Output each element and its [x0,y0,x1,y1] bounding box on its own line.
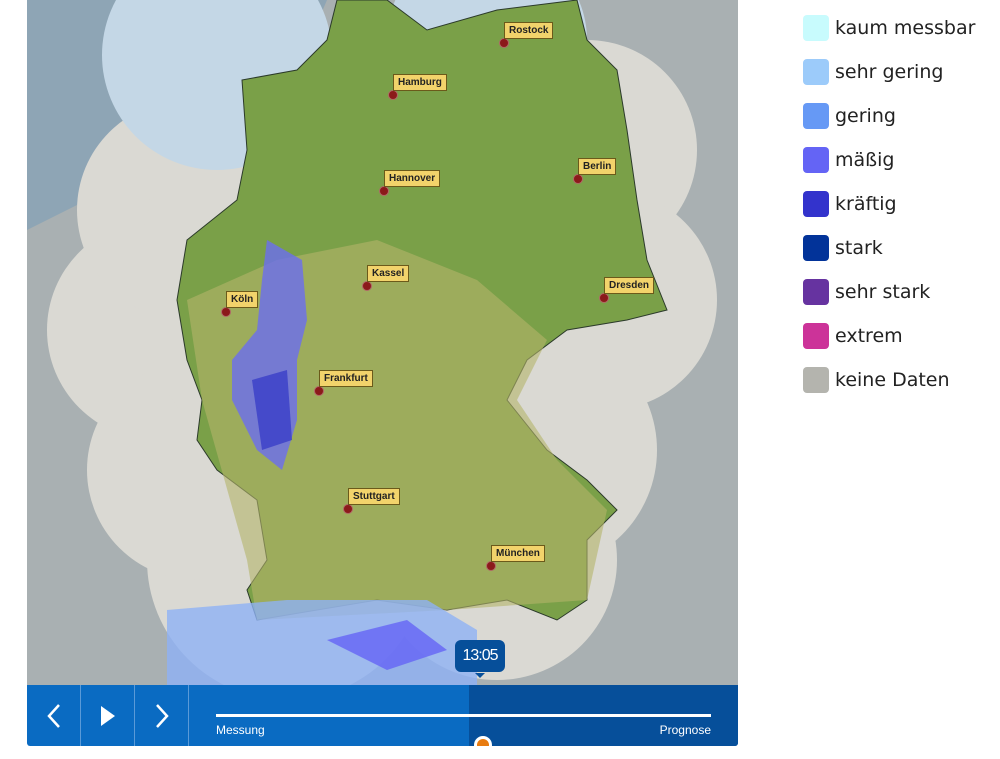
legend-swatch [803,323,829,349]
legend-swatch [803,367,829,393]
city-marker [362,281,372,291]
legend-item: kaum messbar [803,6,975,50]
legend-swatch [803,191,829,217]
city-marker [499,38,509,48]
legend-label: extrem [835,325,903,347]
legend-item: extrem [803,314,975,358]
city-label: Rostock [504,22,554,39]
legend-swatch [803,15,829,41]
current-time-tooltip: 13:05 [455,640,505,678]
legend-item: sehr gering [803,50,975,94]
legend: kaum messbar sehr gering gering mäßig kräfti… [803,6,975,402]
city-label: Berlin [578,158,617,175]
next-button[interactable] [135,685,189,746]
map-background [27,0,738,685]
chevron-right-icon [155,703,169,728]
slider-handle[interactable] [474,736,493,746]
radar-map[interactable]: Rostock Hamburg Hannover Berlin Kassel Köln Dr… [27,0,738,685]
legend-item: sehr stark [803,270,975,314]
city-label: Frankfurt [319,370,373,387]
legend-label: stark [835,237,883,259]
measurement-label: Messung [216,723,265,737]
legend-label: keine Daten [835,369,950,391]
legend-item: keine Daten [803,358,975,402]
city-label: München [491,545,545,562]
city-label: Kassel [367,265,410,282]
legend-label: sehr gering [835,61,944,83]
play-icon [100,705,115,726]
chevron-left-icon [46,703,60,728]
city-marker [388,90,398,100]
city-marker [486,561,496,571]
city-marker [599,293,609,303]
city-marker [221,307,231,317]
previous-button[interactable] [27,685,81,746]
city-label: Dresden [604,277,655,294]
legend-swatch [803,235,829,261]
legend-swatch [803,103,829,129]
legend-label: gering [835,105,896,127]
play-button[interactable] [81,685,135,746]
legend-swatch [803,147,829,173]
legend-label: kräftig [835,193,897,215]
city-label: Stuttgart [348,488,400,505]
legend-item: mäßig [803,138,975,182]
city-marker [343,504,353,514]
timeline-slider[interactable] [216,714,711,746]
city-label: Hamburg [393,74,447,91]
city-marker [573,174,583,184]
city-label: Köln [226,291,259,308]
forecast-label: Prognose [659,723,711,737]
timeline-control: Messung Prognose [27,685,738,746]
legend-swatch [803,59,829,85]
city-marker [314,386,324,396]
legend-item: kräftig [803,182,975,226]
legend-item: stark [803,226,975,270]
legend-item: gering [803,94,975,138]
city-marker [379,186,389,196]
city-label: Hannover [384,170,441,187]
legend-label: sehr stark [835,281,931,303]
legend-label: mäßig [835,149,895,171]
legend-swatch [803,279,829,305]
legend-label: kaum messbar [835,17,976,39]
